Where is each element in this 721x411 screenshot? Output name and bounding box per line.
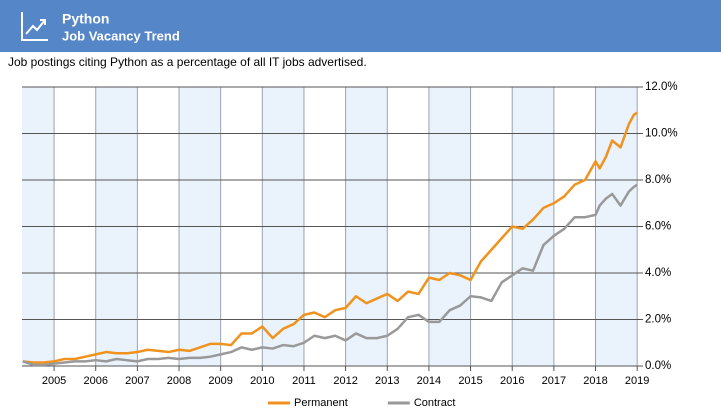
x-tick-label: 2019: [625, 375, 649, 387]
x-tick-label: 2013: [375, 375, 399, 387]
series-line: [22, 111, 638, 364]
header-bar: [0, 0, 721, 52]
y-tick-label: 0.0%: [645, 360, 671, 372]
x-tick-label: 2010: [250, 375, 274, 387]
trend-icon: [21, 12, 48, 41]
y-tick-label: 8.0%: [645, 174, 671, 186]
y-tick-label: 2.0%: [645, 314, 671, 326]
x-tick-label: 2006: [83, 375, 107, 387]
series-line: [22, 183, 638, 367]
header-title: Python: [62, 11, 109, 27]
x-tick-label: 2014: [417, 375, 441, 387]
x-tick-label: 2012: [333, 375, 357, 387]
y-tick-label: 10.0%: [645, 128, 678, 140]
y-tick-label: 4.0%: [645, 267, 671, 279]
y-tick-label: 12.0%: [645, 81, 678, 93]
x-tick-label: 2008: [167, 375, 191, 387]
x-tick-label: 2015: [458, 375, 482, 387]
y-tick-label: 6.0%: [645, 221, 671, 233]
legend-label: Contract: [414, 397, 456, 409]
x-tick-label: 2018: [583, 375, 607, 387]
x-tick-label: 2007: [125, 375, 149, 387]
x-tick-label: 2016: [500, 375, 524, 387]
x-tick-label: 2009: [208, 375, 232, 387]
header-subtitle: Job Vacancy Trend: [62, 28, 180, 43]
x-tick-label: 2017: [542, 375, 566, 387]
x-tick-label: 2011: [292, 375, 316, 387]
x-tick-label: 2005: [42, 375, 66, 387]
caption: Job postings citing Python as a percenta…: [8, 55, 367, 69]
legend-label: Permanent: [294, 397, 348, 409]
